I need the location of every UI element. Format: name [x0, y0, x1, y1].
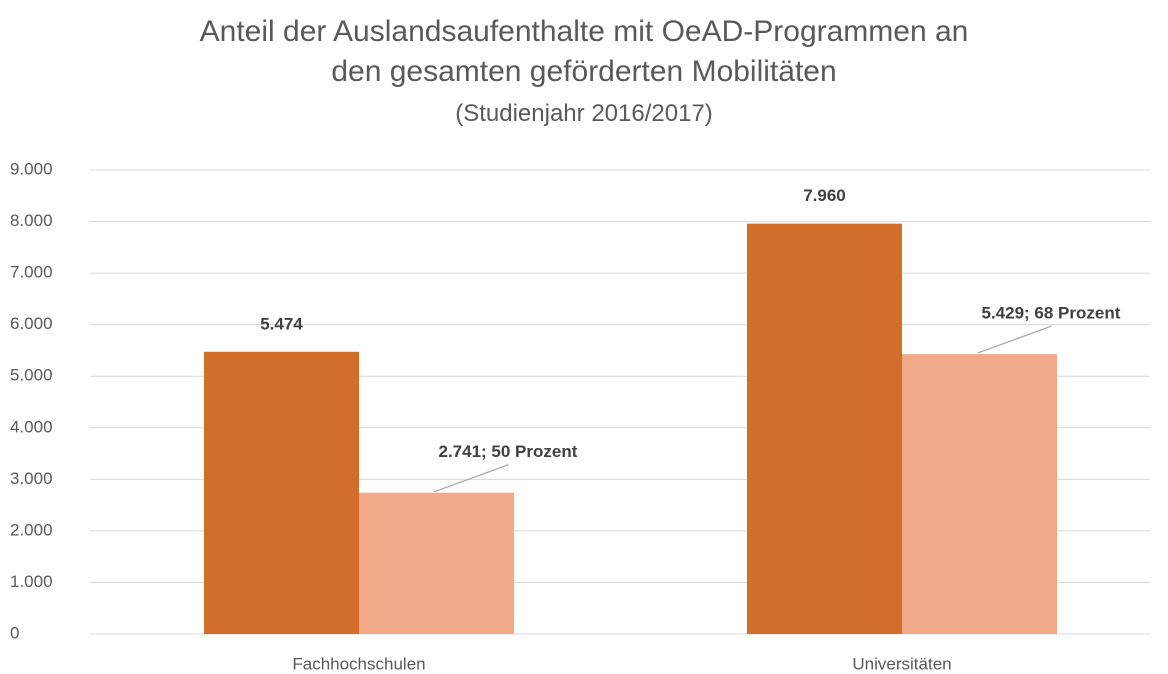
data-label: 5.474 — [260, 314, 303, 333]
y-tick-label: 2.000 — [10, 520, 53, 539]
y-tick-label: 3.000 — [10, 469, 53, 488]
y-tick-label: 1.000 — [10, 572, 53, 591]
y-tick-label: 6.000 — [10, 314, 53, 333]
leader-line — [434, 464, 509, 493]
data-label: 5.429; 68 Prozent — [982, 304, 1121, 323]
chart-subtitle: (Studienjahr 2016/2017) — [455, 100, 713, 127]
data-label: 7.960 — [803, 186, 846, 205]
y-tick-label: 0 — [10, 623, 19, 642]
x-tick-label: Fachhochschulen — [292, 654, 425, 673]
bar — [747, 223, 902, 634]
chart-title: Anteil der Auslandsaufenthalte mit OeAD-… — [199, 15, 969, 88]
y-tick-label: 9.000 — [10, 159, 53, 178]
leader-line — [977, 325, 1052, 354]
bar — [204, 351, 359, 634]
y-tick-label: 7.000 — [10, 263, 53, 282]
y-tick-label: 8.000 — [10, 211, 53, 230]
y-tick-label: 4.000 — [10, 417, 53, 436]
x-tick-label: Universitäten — [852, 654, 951, 673]
bar — [359, 492, 514, 634]
data-label: 2.741; 50 Prozent — [439, 442, 578, 461]
bar — [902, 354, 1057, 634]
y-tick-label: 5.000 — [10, 366, 53, 385]
